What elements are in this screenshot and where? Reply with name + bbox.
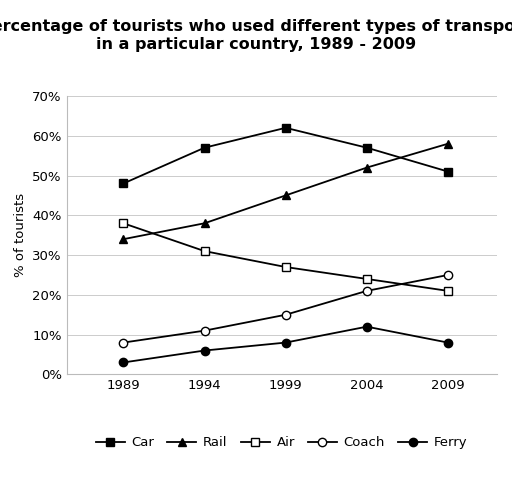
Coach (120, 340, 126, 346)
Rail (120, 236, 126, 242)
Air (201, 248, 207, 254)
Car (201, 145, 207, 151)
Ferry (201, 348, 207, 353)
Coach (283, 312, 289, 318)
Rail (364, 165, 370, 170)
Ferry (364, 324, 370, 330)
Line: Car: Car (119, 124, 452, 188)
Ferry (283, 340, 289, 346)
Air (445, 288, 451, 294)
Air (120, 220, 126, 226)
Legend: Car, Rail, Air, Coach, Ferry: Car, Rail, Air, Coach, Ferry (91, 431, 473, 455)
Line: Air: Air (119, 219, 452, 295)
Air (283, 264, 289, 270)
Line: Rail: Rail (119, 140, 452, 243)
Text: Percentage of tourists who used different types of transport
in a particular cou: Percentage of tourists who used differen… (0, 19, 512, 52)
Line: Coach: Coach (119, 271, 452, 347)
Car (120, 180, 126, 186)
Rail (445, 141, 451, 146)
Coach (445, 272, 451, 278)
Ferry (120, 360, 126, 365)
Car (445, 168, 451, 174)
Line: Ferry: Ferry (119, 323, 452, 367)
Rail (201, 220, 207, 226)
Coach (201, 328, 207, 334)
Car (364, 145, 370, 151)
Ferry (445, 340, 451, 346)
Y-axis label: % of tourists: % of tourists (14, 193, 27, 277)
Rail (283, 192, 289, 198)
Coach (364, 288, 370, 294)
Air (364, 276, 370, 282)
Car (283, 125, 289, 131)
